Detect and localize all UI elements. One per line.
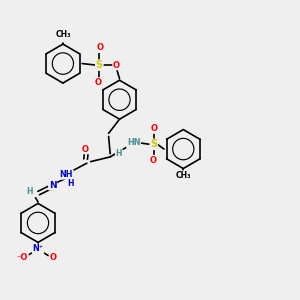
Text: S: S — [96, 60, 103, 70]
Text: O: O — [96, 43, 103, 52]
Text: O: O — [94, 78, 101, 87]
Text: O: O — [151, 124, 158, 133]
Text: S: S — [150, 139, 157, 149]
Text: H: H — [116, 149, 122, 158]
Text: O: O — [113, 61, 120, 70]
Text: HN: HN — [127, 138, 140, 147]
Text: O: O — [50, 253, 56, 262]
Text: NH: NH — [60, 170, 73, 179]
Text: N⁺: N⁺ — [32, 244, 44, 253]
Text: O: O — [82, 145, 89, 154]
Text: H: H — [67, 179, 74, 188]
Text: ⁻O: ⁻O — [17, 253, 28, 262]
Text: N: N — [49, 181, 56, 190]
Text: CH₃: CH₃ — [176, 171, 191, 180]
Text: H: H — [27, 187, 33, 196]
Text: O: O — [150, 156, 157, 165]
Text: CH₃: CH₃ — [55, 30, 71, 39]
